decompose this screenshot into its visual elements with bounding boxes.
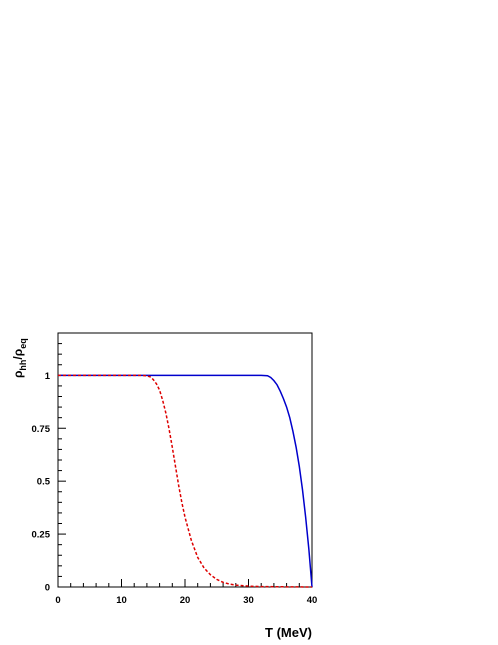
x-tick-label: 30 bbox=[243, 595, 254, 606]
y-axis-label-sub2: eq bbox=[18, 338, 28, 349]
series-line-2 bbox=[58, 374, 313, 588]
x-tick-label: 40 bbox=[307, 595, 318, 606]
plot-frame bbox=[57, 332, 313, 588]
x-tick-label: 20 bbox=[180, 595, 191, 606]
y-axis-label-rho: ρ bbox=[11, 371, 25, 378]
y-tick-label: 1 bbox=[45, 371, 51, 382]
y-axis-label-sub1: hh bbox=[18, 360, 28, 371]
x-tick-label: 10 bbox=[116, 595, 127, 606]
y-tick-label: 0.25 bbox=[32, 530, 51, 541]
y-tick-label: 0.5 bbox=[37, 477, 51, 488]
series-group bbox=[58, 374, 313, 588]
series-line-1 bbox=[58, 374, 313, 588]
y-axis-label-sep: /ρ bbox=[11, 349, 25, 360]
x-axis-label: T (MeV) bbox=[265, 625, 312, 640]
x-tick-label: 0 bbox=[55, 595, 60, 606]
y-axis-label: ρhh/ρeq bbox=[11, 338, 28, 378]
axis-ticks bbox=[57, 332, 313, 588]
axis-tick-labels: 0 10 20 30 40 0 0.25 0.5 0.75 1 bbox=[32, 371, 318, 606]
y-tick-label: 0 bbox=[45, 583, 50, 594]
y-tick-label: 0.75 bbox=[32, 424, 51, 435]
